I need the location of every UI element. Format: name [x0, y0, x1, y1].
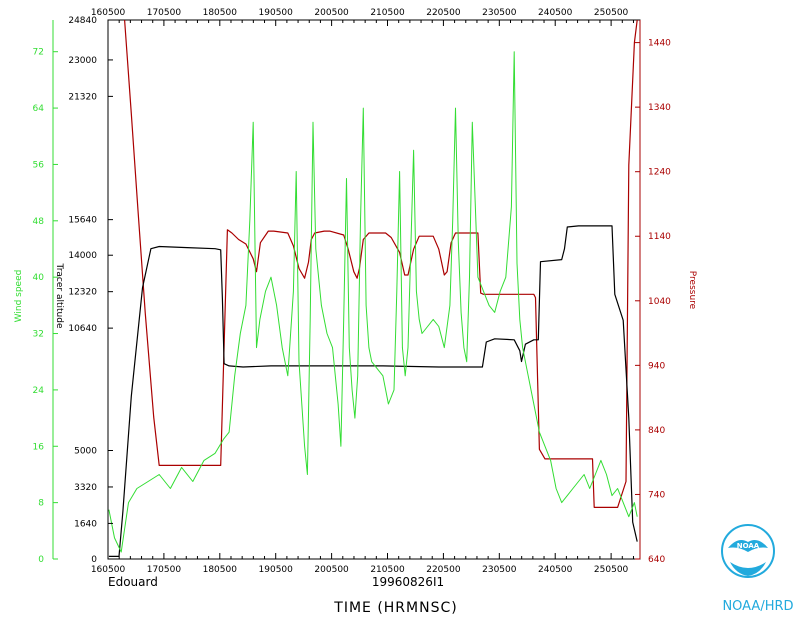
altitude-tick-label: 24840: [68, 16, 97, 26]
pressure-tick-label: 1340: [648, 103, 671, 113]
x-tick-label: 230500: [482, 565, 517, 575]
x-tick-label-top: 220500: [426, 8, 461, 18]
altitude-tick-label: 14000: [68, 251, 97, 261]
altitude-tick-label: 21320: [68, 92, 97, 102]
x-tick-label-top: 250500: [594, 8, 629, 18]
altitude-tick-label: 10640: [68, 324, 97, 334]
pressure-tick-label: 940: [648, 361, 665, 371]
wind-tick-label: 64: [33, 104, 45, 114]
noaa-bird-icon: [728, 540, 768, 552]
plot-area-border: [107, 19, 641, 560]
pressure-axis-title: Pressure: [687, 271, 697, 310]
wind-tick-label: 32: [33, 330, 44, 340]
pressure-tick-label: 740: [648, 490, 665, 500]
flight-id: 19960826I1: [372, 575, 444, 589]
altitude-tick-label: 5000: [74, 447, 97, 457]
x-tick-label-top: 190500: [259, 8, 294, 18]
wind-tick-label: 48: [33, 217, 45, 227]
x-tick-label-top: 200500: [314, 8, 349, 18]
altitude-tick-label: 23000: [68, 56, 97, 66]
pressure-tick-label: 1440: [648, 39, 671, 49]
x-tick-label-top: 230500: [482, 8, 517, 18]
x-tick-label-top: 240500: [538, 8, 573, 18]
x-tick-label: 220500: [426, 565, 461, 575]
wind-tick-label: 56: [33, 160, 45, 170]
wind-tick-label: 16: [33, 442, 45, 452]
x-tick-label-top: 180500: [203, 8, 238, 18]
altitude-tick-label: 1640: [74, 519, 97, 529]
altitude-tick-label: 15640: [68, 216, 97, 226]
x-tick-label-top: 170500: [147, 8, 182, 18]
altitude-tick-label: 12320: [68, 288, 97, 298]
plot-frame: [107, 19, 641, 560]
x-tick-label: 170500: [147, 565, 182, 575]
wind-tick-label: 24: [33, 386, 45, 396]
wind-tick-label: 40: [33, 273, 45, 283]
series-layer: [108, 19, 638, 558]
pressure-tick-label: 640: [648, 555, 665, 565]
altitude-tick-label: 3320: [74, 483, 97, 493]
pressure-tick-label: 1240: [648, 168, 671, 178]
x-tick-label: 210500: [370, 565, 405, 575]
wind-tick-label: 8: [38, 499, 44, 509]
noaa-wave-icon: [730, 562, 766, 576]
wind-tick-label: 72: [33, 48, 44, 58]
altitude-series-line: [108, 225, 638, 558]
axes-layer: 160500 160500 170500 170500 180500 180500 1905…: [33, 8, 672, 575]
wind-tick-label: 0: [38, 555, 44, 565]
noaa-emblem-text: NOAA: [737, 542, 760, 550]
labels-layer: Edouard 19960826I1 TIME (HRMNSC) Wind sp…: [14, 263, 697, 616]
noaa-logo: NOAA NOAA/HRD: [721, 524, 794, 614]
altitude-tick-label: 0: [91, 555, 97, 565]
x-tick-label: 180500: [203, 565, 238, 575]
altitude-axis-title: Tracer altitude: [54, 263, 64, 329]
x-tick-label: 240500: [538, 565, 573, 575]
wind-axis-title: Wind speed: [14, 270, 24, 323]
pressure-tick-label: 1040: [648, 297, 671, 307]
noaa-hrd-label: NOAA/HRD: [722, 599, 793, 614]
x-axis-title: TIME (HRMNSC): [333, 600, 457, 616]
x-tick-label: 160500: [91, 565, 126, 575]
x-tick-label-top: 160500: [91, 8, 126, 18]
pressure-tick-label: 1140: [648, 232, 671, 242]
x-tick-label: 200500: [314, 565, 349, 575]
pressure-series-line: [124, 19, 638, 508]
wind-speed-series-line: [108, 51, 638, 553]
pressure-tick-label: 840: [648, 426, 665, 436]
x-tick-label-top: 210500: [370, 8, 405, 18]
noaa-emblem-icon: [721, 524, 775, 578]
x-tick-label: 250500: [594, 565, 629, 575]
storm-name: Edouard: [108, 575, 158, 589]
x-tick-label: 190500: [259, 565, 294, 575]
